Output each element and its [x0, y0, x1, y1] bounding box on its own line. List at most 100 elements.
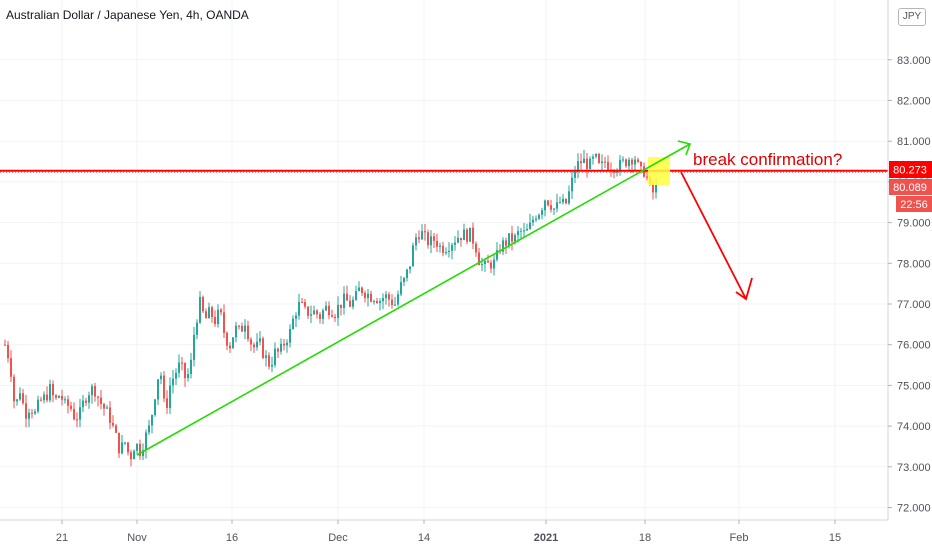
chart-title: Australian Dollar / Japanese Yen, 4h, OA…	[6, 8, 249, 22]
candle-body	[454, 242, 456, 245]
candle-body	[244, 325, 246, 332]
x-tick-label: Dec	[328, 532, 348, 544]
candle-body	[277, 348, 279, 352]
candle-body	[214, 316, 216, 325]
candle-body	[40, 399, 42, 401]
candle-body	[235, 325, 237, 338]
candle-body	[268, 355, 270, 367]
candle-body	[46, 394, 48, 401]
candle-body	[385, 294, 387, 299]
candle-body	[571, 177, 573, 192]
candle-body	[457, 237, 459, 243]
candle-body	[415, 237, 417, 246]
candle-body	[424, 231, 426, 233]
candle-body	[133, 450, 135, 460]
x-tick-label: 2021	[534, 532, 558, 544]
candle-body	[619, 159, 621, 172]
candle-body	[142, 450, 144, 457]
candle-body	[412, 245, 414, 267]
candle-body	[529, 222, 531, 229]
candle-body	[538, 214, 540, 219]
y-tick-label: 83.000	[897, 55, 931, 67]
candle-body	[58, 395, 60, 398]
candle-body	[265, 355, 267, 358]
candle-body	[22, 393, 24, 404]
candle-body	[106, 407, 108, 409]
candle-body	[118, 432, 120, 454]
candle-body	[460, 237, 462, 241]
candle-body	[127, 442, 129, 453]
candle-body	[442, 245, 444, 253]
candle-body	[418, 237, 420, 240]
current-price-tag: 80.089	[893, 182, 927, 194]
candle-body	[10, 358, 12, 377]
candle-body	[190, 359, 192, 375]
candle-body	[334, 316, 336, 319]
candle-body	[202, 297, 204, 312]
candle-body	[121, 442, 123, 454]
candle-body	[124, 442, 126, 444]
candle-body	[262, 338, 264, 358]
candle-body	[223, 312, 225, 333]
candle-body	[505, 240, 507, 246]
candle-body	[151, 415, 153, 426]
candle-body	[49, 383, 51, 401]
candle-body	[52, 383, 54, 396]
y-tick-label: 73.000	[897, 462, 931, 474]
candle-body	[157, 379, 159, 400]
candle-body	[496, 250, 498, 260]
candle-body	[37, 399, 39, 412]
candle-body	[367, 293, 369, 299]
candle-body	[580, 161, 582, 164]
candle-body	[382, 298, 384, 302]
candle-body	[343, 293, 345, 308]
level-price-tag-bg	[889, 161, 932, 178]
candle-body	[478, 252, 480, 266]
candle-body	[403, 277, 405, 283]
candle-body	[373, 300, 375, 302]
price-axis[interactable]: 72.000 73.000 74.000 75.000 76.000 77.000 78.0…	[888, 55, 931, 515]
candle-body	[631, 159, 633, 165]
candle-body	[628, 159, 630, 167]
candle-body	[205, 311, 207, 319]
candle-body	[25, 403, 27, 419]
candle-body	[370, 293, 372, 302]
candle-body	[19, 393, 21, 400]
y-tick-label: 78.000	[897, 258, 931, 270]
time-axis[interactable]: 21 Nov 16 Dec 14 2021 18 Feb 15	[56, 520, 841, 544]
candle-body	[565, 198, 567, 204]
candle-body	[187, 374, 189, 379]
current-price-tag-bg	[889, 179, 932, 195]
candle-body	[307, 306, 309, 316]
candle-body	[475, 243, 477, 253]
candle-body	[238, 325, 240, 327]
candle-body	[181, 362, 183, 364]
x-tick-label: Feb	[730, 532, 749, 544]
candle-body	[577, 161, 579, 172]
candle-body	[586, 158, 588, 169]
y-tick-label: 74.000	[897, 421, 931, 433]
candle-body	[64, 399, 66, 401]
candle-body	[115, 425, 117, 433]
currency-badge[interactable]: JPY	[898, 8, 926, 26]
candle-body	[427, 232, 429, 246]
candle-body	[292, 318, 294, 330]
candle-body	[526, 228, 528, 231]
candle-body	[76, 419, 78, 421]
candle-body	[241, 325, 243, 332]
candle-body	[286, 342, 288, 346]
candle-body	[514, 235, 516, 242]
candle-body	[295, 315, 297, 319]
candle-body	[364, 292, 366, 299]
trendline	[136, 143, 691, 456]
candle-body	[484, 260, 486, 265]
candle-body	[598, 153, 600, 163]
candle-body	[139, 443, 141, 457]
candle-body	[85, 400, 87, 403]
candle-body	[535, 218, 537, 220]
candle-body	[13, 376, 15, 402]
candle-body	[55, 395, 57, 398]
candlesticks	[4, 149, 657, 467]
